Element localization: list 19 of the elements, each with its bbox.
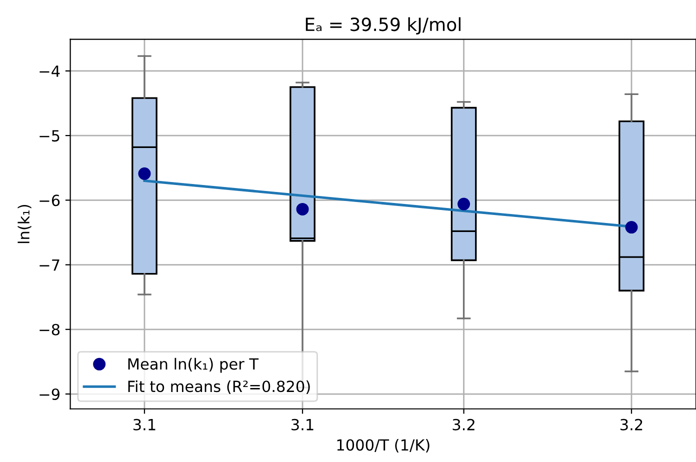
chart-title: Eₐ = 39.59 kJ/mol: [306, 17, 460, 35]
x-tick-label: 3.2: [620, 418, 642, 430]
point: [458, 198, 470, 210]
x-tick-label: 3.1: [292, 418, 314, 430]
point: [625, 221, 638, 234]
y-tick-label: −7: [40, 259, 60, 271]
x-tick-label: 3.2: [452, 418, 474, 430]
x-axis-title: 1000/T (1/K): [337, 438, 430, 453]
y-axis-title: ln(k₁): [18, 204, 32, 244]
y-tick-label: −6: [40, 194, 60, 206]
y-tick-label: −5: [40, 130, 60, 142]
x-tick-label: 3.1: [133, 418, 156, 430]
point: [138, 167, 151, 180]
y-tick-label: −4: [40, 66, 60, 77]
y-tick-label: −8: [40, 324, 60, 336]
y-tick-label: −9: [40, 388, 60, 400]
point: [296, 202, 309, 216]
legend-label: Mean ln(k₁) per T: [128, 358, 259, 373]
legend-label: Fit to means (R²=0.820): [128, 380, 310, 394]
